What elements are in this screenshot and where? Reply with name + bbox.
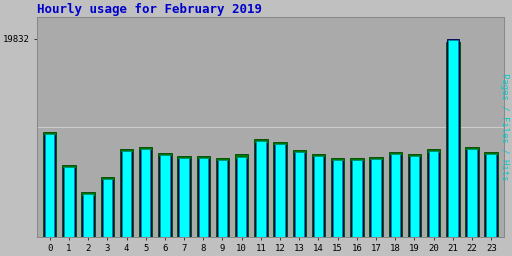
Bar xyxy=(409,157,420,237)
Bar xyxy=(447,39,459,237)
Bar xyxy=(332,161,344,237)
Bar xyxy=(65,167,74,237)
Bar xyxy=(485,155,497,237)
Bar xyxy=(44,135,55,237)
Bar xyxy=(102,179,112,237)
Bar xyxy=(237,157,246,237)
Bar xyxy=(197,156,210,237)
Bar xyxy=(216,158,229,237)
Bar xyxy=(62,165,76,237)
Bar xyxy=(429,151,438,237)
Bar xyxy=(82,196,94,237)
Bar xyxy=(369,157,383,237)
Bar xyxy=(294,152,304,237)
Bar xyxy=(122,151,131,237)
Bar xyxy=(428,153,439,237)
Text: Hourly usage for February 2019: Hourly usage for February 2019 xyxy=(37,3,262,16)
Bar xyxy=(333,160,343,237)
Bar xyxy=(63,168,75,237)
Bar xyxy=(350,158,364,237)
Bar xyxy=(177,156,191,237)
Bar xyxy=(292,150,306,237)
Bar xyxy=(43,132,56,237)
Bar xyxy=(83,194,93,237)
Bar xyxy=(235,154,248,237)
Bar xyxy=(179,158,189,237)
Bar xyxy=(120,149,133,237)
Bar xyxy=(140,150,152,237)
Bar xyxy=(408,154,421,237)
Bar xyxy=(273,142,287,237)
Bar xyxy=(465,147,479,237)
Bar xyxy=(371,159,381,237)
Bar xyxy=(466,150,478,237)
Bar xyxy=(484,152,498,237)
Bar xyxy=(81,192,95,237)
Bar xyxy=(160,155,169,237)
Bar xyxy=(312,154,325,237)
Bar xyxy=(274,145,286,237)
Bar xyxy=(331,158,345,237)
Bar xyxy=(275,144,285,237)
Bar xyxy=(448,40,458,237)
Bar xyxy=(446,42,460,237)
Bar xyxy=(390,155,401,237)
Bar xyxy=(121,152,132,237)
Bar xyxy=(139,147,153,237)
Bar xyxy=(254,139,268,237)
Bar xyxy=(199,158,208,237)
Bar xyxy=(141,149,151,237)
Bar xyxy=(351,161,362,237)
Bar xyxy=(427,149,440,237)
Bar xyxy=(159,156,170,237)
Bar xyxy=(486,154,496,237)
Bar xyxy=(102,180,113,237)
Y-axis label: Pages / Files / Hits: Pages / Files / Hits xyxy=(500,73,509,180)
Bar xyxy=(389,152,402,237)
Bar xyxy=(236,159,247,237)
Bar xyxy=(198,159,209,237)
Bar xyxy=(410,156,419,237)
Bar xyxy=(391,154,400,237)
Bar xyxy=(313,157,324,237)
Bar xyxy=(178,159,190,237)
Bar xyxy=(256,141,266,237)
Bar xyxy=(45,134,54,237)
Bar xyxy=(217,161,228,237)
Bar xyxy=(218,160,227,237)
Bar xyxy=(158,153,172,237)
Bar xyxy=(352,160,361,237)
Bar xyxy=(101,177,114,237)
Bar xyxy=(293,153,305,237)
Bar xyxy=(255,143,267,237)
Bar xyxy=(314,156,323,237)
Bar xyxy=(467,149,477,237)
Bar xyxy=(370,160,382,237)
